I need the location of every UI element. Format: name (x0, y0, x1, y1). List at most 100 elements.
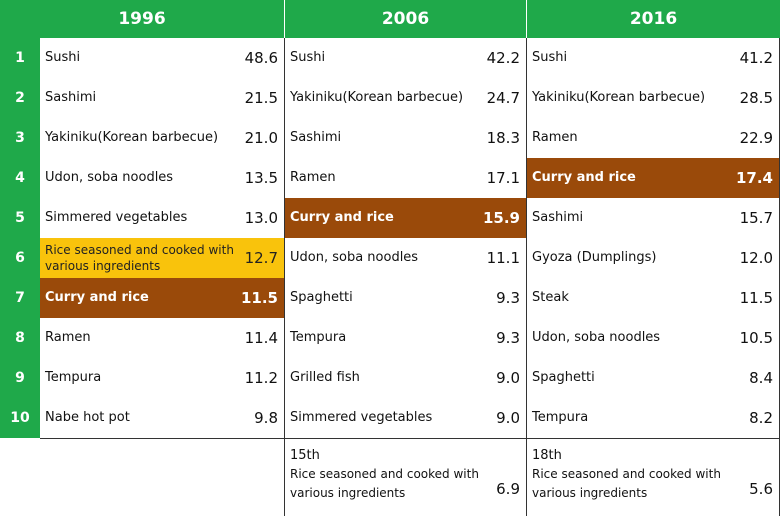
table-row: Steak 11.5 (527, 278, 779, 318)
item-value: 21.5 (244, 89, 278, 107)
item-name: Sashimi (290, 129, 342, 145)
item-value: 24.7 (486, 89, 520, 107)
table-row: Yakiniku(Korean barbecue) 28.5 (527, 78, 779, 118)
item-value: 9.0 (496, 409, 520, 427)
rank-cell: 5 (15, 210, 25, 226)
item-name: Curry and rice (290, 209, 394, 225)
item-name: Ramen (45, 329, 91, 345)
table-row: Sashimi 18.3 (285, 118, 526, 158)
footnote-name: Rice seasoned and cooked with various in… (532, 467, 721, 500)
rank-cell: 6 (15, 250, 25, 266)
footnote-rank: 15th (290, 448, 320, 463)
item-value: 9.0 (496, 369, 520, 387)
item-name: Curry and rice (45, 289, 149, 305)
item-value: 42.2 (486, 49, 520, 67)
item-name: Steak (532, 289, 569, 305)
table-row: Simmered vegetables 13.0 (40, 198, 284, 238)
rank-cell: 10 (10, 410, 30, 426)
item-name: Ramen (290, 169, 336, 185)
table-row: Ramen 17.1 (285, 158, 526, 198)
item-value: 9.3 (496, 289, 520, 307)
item-value: 21.0 (244, 129, 278, 147)
footnote-name: Rice seasoned and cooked with various in… (290, 467, 479, 500)
item-name: Grilled fish (290, 369, 360, 385)
footnote-2006: 15th Rice seasoned and cooked with vario… (285, 439, 527, 516)
item-value: 48.6 (244, 49, 278, 67)
item-value: 12.0 (739, 249, 773, 267)
item-value: 15.7 (739, 209, 773, 227)
table-row: Sashimi 21.5 (40, 78, 284, 118)
table-row: Ramen 22.9 (527, 118, 779, 158)
item-value: 18.3 (486, 129, 520, 147)
table-row-highlight-rice: Rice seasoned and cooked with various in… (40, 238, 284, 278)
item-name: Spaghetti (532, 369, 595, 385)
footnote-value: 6.9 (496, 480, 520, 499)
item-value: 17.4 (735, 169, 773, 187)
item-value: 11.5 (240, 289, 278, 307)
item-name: Udon, soba noodles (290, 249, 419, 265)
table-row: Udon, soba noodles 11.1 (285, 238, 526, 278)
item-value: 11.4 (244, 329, 278, 347)
table-row: Nabe hot pot 9.8 (40, 398, 284, 438)
table-row: Yakiniku(Korean barbecue) 24.7 (285, 78, 526, 118)
item-name: Sushi (532, 49, 568, 65)
item-name: Yakiniku(Korean barbecue) (290, 89, 464, 105)
item-name: Ramen (532, 129, 578, 145)
table-row: Yakiniku(Korean barbecue) 21.0 (40, 118, 284, 158)
item-name: Simmered vegetables (45, 209, 188, 225)
item-value: 13.0 (244, 209, 278, 227)
header-2016-label: 2016 (629, 9, 678, 29)
item-value: 9.3 (496, 329, 520, 347)
item-value: 9.8 (254, 409, 278, 427)
header-1996: 1996 (0, 0, 284, 38)
item-name: Sashimi (532, 209, 584, 225)
table-row: Tempura 9.3 (285, 318, 526, 358)
table-row: Ramen 11.4 (40, 318, 284, 358)
item-name: Udon, soba noodles (532, 329, 661, 345)
item-name: Yakiniku(Korean barbecue) (532, 89, 706, 105)
table-row: Grilled fish 9.0 (285, 358, 526, 398)
table-row: Sushi 42.2 (285, 38, 526, 78)
header-1996-label: 1996 (118, 9, 166, 29)
table-row: Tempura 11.2 (40, 358, 284, 398)
table-row-highlight-curry: Curry and rice 11.5 (40, 278, 284, 318)
item-name: Spaghetti (290, 289, 353, 305)
item-name: Tempura (45, 369, 102, 385)
item-value: 17.1 (486, 169, 520, 187)
footnote-1996-empty (0, 439, 285, 516)
rank-cell: 8 (15, 330, 25, 346)
table-row: Sushi 41.2 (527, 38, 779, 78)
footnote-rank: 18th (532, 448, 562, 463)
header-2006: 2006 (285, 0, 526, 38)
item-value: 41.2 (739, 49, 773, 67)
rank-cell: 1 (15, 50, 25, 66)
item-name: Simmered vegetables (290, 409, 433, 425)
table-row: Simmered vegetables 9.0 (285, 398, 526, 438)
table-row: Udon, soba noodles 10.5 (527, 318, 779, 358)
table-row: Tempura 8.2 (527, 398, 779, 438)
item-value: 11.5 (739, 289, 773, 307)
item-name: Nabe hot pot (45, 409, 130, 425)
item-value: 28.5 (739, 89, 773, 107)
item-name: Sashimi (45, 89, 97, 105)
rank-cell: 9 (15, 370, 25, 386)
item-value: 15.9 (482, 209, 520, 227)
rank-cell: 4 (15, 170, 25, 186)
item-value: 8.2 (749, 409, 773, 427)
table-row: Gyoza (Dumplings) 12.0 (527, 238, 779, 278)
item-name: Sushi (290, 49, 326, 65)
item-value: 13.5 (244, 169, 278, 187)
item-value: 10.5 (739, 329, 773, 347)
item-value: 11.1 (486, 249, 520, 267)
footnote-2016: 18th Rice seasoned and cooked with vario… (527, 439, 780, 516)
table-row-highlight-curry: Curry and rice 17.4 (527, 158, 779, 198)
item-name: Tempura (532, 409, 589, 425)
rank-cell: 7 (15, 290, 25, 306)
header-2016: 2016 (527, 0, 780, 38)
table-row: Udon, soba noodles 13.5 (40, 158, 284, 198)
rank-cell: 2 (15, 90, 25, 106)
item-name: Rice seasoned and cooked with various in… (45, 242, 234, 273)
panel-1996: Sushi 48.6 Sashimi 21.5 Yakiniku(Korean ba… (40, 38, 285, 439)
item-value: 22.9 (739, 129, 773, 147)
